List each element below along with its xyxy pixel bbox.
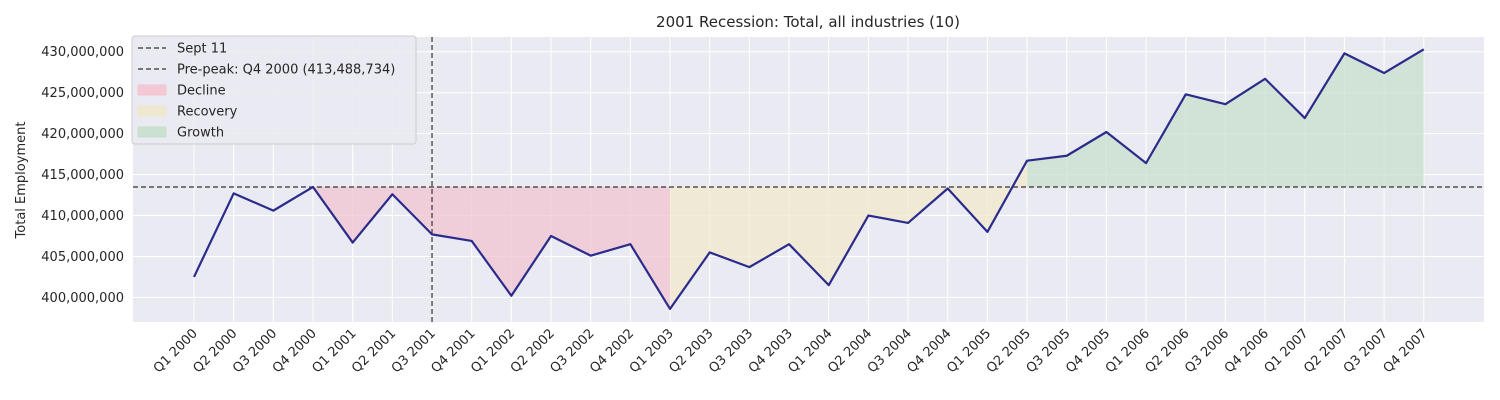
legend-label: Sept 11 xyxy=(177,42,227,57)
shaded-regions xyxy=(313,49,1424,309)
legend-label: Decline xyxy=(177,84,226,99)
x-tick-label: Q4 2007 xyxy=(1381,326,1431,376)
y-tick-label: 425,000,000 xyxy=(41,86,124,101)
region-decline xyxy=(313,186,671,309)
region-growth xyxy=(1027,49,1424,187)
y-tick-label: 410,000,000 xyxy=(41,209,124,224)
y-tick-label: 415,000,000 xyxy=(41,168,124,183)
y-tick-labels: 400,000,000 405,000,000 410,000,000 415,000… xyxy=(41,45,124,306)
y-tick-label: 420,000,000 xyxy=(41,127,124,142)
reference-lines xyxy=(133,37,1484,322)
employment-line xyxy=(193,48,1425,310)
y-tick-label: 400,000,000 xyxy=(41,291,124,306)
legend-patch-swatch xyxy=(137,126,167,138)
y-tick-label: 405,000,000 xyxy=(41,250,124,265)
region-recovery xyxy=(670,160,1028,309)
legend-patch-swatch xyxy=(137,84,167,96)
legend-label: Pre-peak: Q4 2000 (413,488,734) xyxy=(177,63,395,78)
legend-patch-swatch xyxy=(137,105,167,117)
legend-box xyxy=(131,35,417,145)
series xyxy=(193,48,1425,310)
legend: Sept 11 Pre-peak: Q4 2000 (413,488,734) De… xyxy=(131,35,417,145)
legend-label: Growth xyxy=(177,126,224,141)
y-axis-label: Total Employment xyxy=(14,122,29,240)
y-tick-label: 430,000,000 xyxy=(41,45,124,60)
legend-label: Recovery xyxy=(177,105,238,120)
chart-title: 2001 Recession: Total, all industries (1… xyxy=(656,13,960,31)
